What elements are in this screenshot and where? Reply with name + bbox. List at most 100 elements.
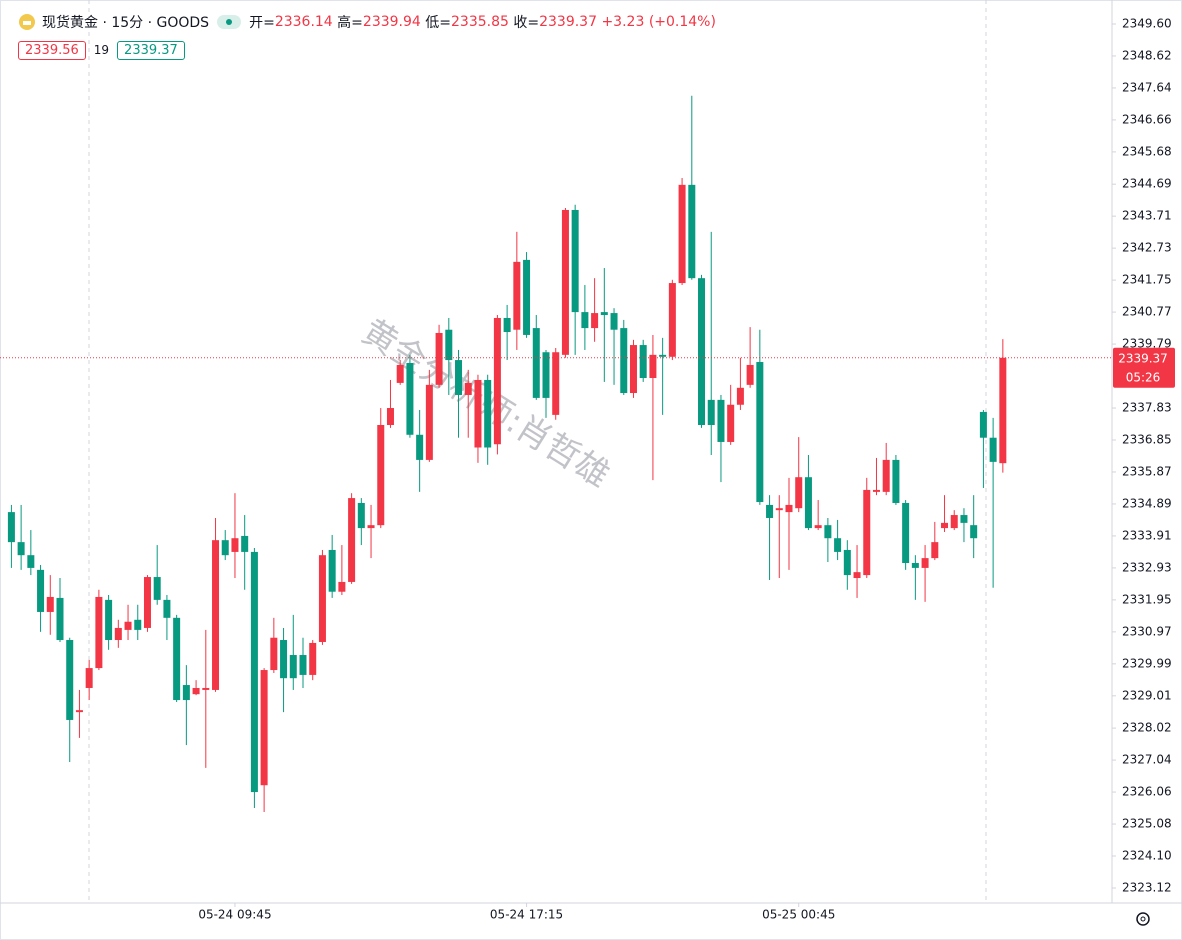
close-label: 收=: [513, 15, 540, 31]
candle-body: [66, 640, 74, 720]
candle-body: [795, 477, 803, 509]
candle-body: [338, 581, 346, 592]
candle-body: [561, 209, 569, 355]
close-value: 2339.37: [539, 14, 597, 30]
buy-price[interactable]: 2339.37: [117, 40, 185, 60]
candle-body: [56, 597, 64, 641]
y-tick-label: 2336.85: [1122, 433, 1172, 447]
candle-body: [396, 364, 404, 383]
settings-icon[interactable]: [1136, 912, 1150, 926]
y-tick-label: 2330.97: [1122, 624, 1172, 638]
candle-body: [289, 655, 297, 679]
candle-body: [367, 525, 375, 529]
candle-body: [853, 572, 861, 579]
y-tick-label: 2328.02: [1122, 721, 1172, 735]
candle-body: [474, 379, 482, 448]
candle-body: [46, 596, 54, 612]
candle-body: [950, 515, 958, 529]
candle-body: [406, 362, 414, 435]
candle-body: [241, 535, 249, 552]
candle-body: [736, 387, 744, 405]
low-label: 低=: [425, 15, 451, 31]
sell-price[interactable]: 2339.56: [18, 40, 86, 60]
candle-body: [911, 563, 919, 568]
candle-body: [639, 345, 647, 379]
y-tick-label: 2345.68: [1122, 144, 1172, 158]
candle-body: [591, 313, 599, 329]
y-tick-label: 2349.60: [1122, 16, 1172, 30]
candle-body: [523, 259, 531, 335]
open-value: 2336.14: [274, 14, 333, 30]
y-tick-label: 2323.12: [1122, 880, 1172, 894]
candle-body: [941, 522, 949, 529]
candle-body: [892, 459, 900, 503]
candle-body: [445, 329, 453, 361]
candle-body: [659, 354, 667, 357]
candle-body: [834, 538, 842, 552]
candle-body: [192, 687, 200, 695]
candle-body: [775, 508, 783, 511]
candle-body: [386, 408, 394, 425]
change-pct: (+0.14%): [648, 14, 716, 30]
y-tick-label: 2334.89: [1122, 496, 1172, 510]
y-tick-label: 2326.06: [1122, 785, 1172, 799]
candle-body: [134, 619, 142, 630]
y-tick-label: 2324.10: [1122, 849, 1172, 863]
candle-body: [27, 555, 35, 568]
y-tick-label: 2331.95: [1122, 592, 1172, 606]
x-tick-label: 05-24 17:15: [490, 908, 563, 922]
candle-body: [688, 184, 696, 279]
y-tick-label: 2329.99: [1122, 656, 1172, 670]
candle-body: [377, 424, 385, 526]
candle-body: [318, 555, 326, 642]
candle-body: [785, 504, 793, 513]
candle-body: [250, 551, 258, 793]
y-tick-label: 2335.87: [1122, 464, 1172, 478]
candle-body: [756, 362, 764, 502]
candle-body: [843, 549, 851, 576]
candle-body: [581, 312, 589, 329]
high-value: 2339.94: [362, 14, 421, 30]
candle-body: [280, 640, 288, 679]
candle-body: [931, 542, 939, 559]
candle-body: [435, 332, 443, 385]
candle-body: [989, 437, 997, 462]
candle-body: [231, 538, 239, 552]
high-label: 高=: [337, 15, 363, 31]
candle-body: [124, 621, 132, 630]
y-tick-label: 2329.01: [1122, 688, 1172, 702]
last-price-label: 2339.37: [1118, 351, 1168, 365]
y-tick-label: 2342.73: [1122, 241, 1172, 255]
candle-body: [610, 313, 618, 330]
y-tick-label: 2337.83: [1122, 401, 1172, 415]
candle-body: [270, 637, 278, 671]
candle-body: [979, 411, 987, 438]
candle-body: [620, 328, 628, 394]
candle-body: [629, 345, 637, 394]
candle-body: [717, 399, 725, 442]
candle-body: [960, 515, 968, 523]
y-tick-label: 2332.93: [1122, 560, 1172, 574]
y-tick-label: 2340.77: [1122, 305, 1172, 319]
candle-body: [484, 379, 492, 448]
x-tick-label: 05-24 09:45: [198, 908, 271, 922]
candle-body: [114, 627, 122, 641]
candle-body: [7, 512, 15, 543]
candle-body: [804, 477, 812, 529]
y-tick-label: 2327.04: [1122, 753, 1172, 767]
candle-body: [85, 668, 93, 688]
candle-body: [95, 596, 103, 669]
candle-body: [182, 685, 190, 701]
legend: 现货黄金 · 15分 · GOODS 开= 2336.14 高= 2339.94 低…: [18, 11, 716, 61]
market-status: [217, 15, 242, 29]
y-tick-label: 2341.75: [1122, 273, 1172, 287]
candle-body: [221, 540, 229, 556]
candle-body: [212, 540, 220, 690]
candle-body: [698, 278, 706, 425]
candle-body: [649, 354, 657, 379]
candle-body: [970, 525, 978, 539]
candle-body: [707, 399, 715, 425]
candle-body: [863, 489, 871, 576]
